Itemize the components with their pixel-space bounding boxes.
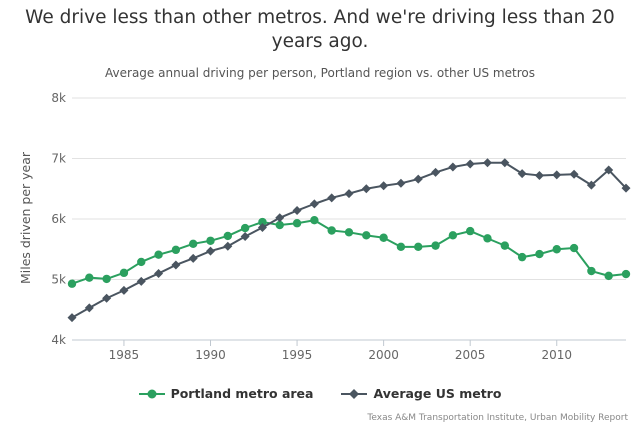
data-point-us-average-2005 bbox=[465, 159, 475, 169]
data-point-us-average-1988 bbox=[171, 260, 181, 270]
data-point-portland-2000 bbox=[379, 233, 388, 242]
y-tick-label-4000: 4k bbox=[51, 333, 66, 347]
y-tick-labels: 4k 5k 6k 7k 8k bbox=[51, 91, 66, 347]
y-tick-label-7000: 7k bbox=[51, 152, 66, 166]
data-point-us-average-1983 bbox=[84, 303, 94, 313]
data-point-us-average-2009 bbox=[534, 170, 544, 180]
data-point-portland-2002 bbox=[414, 242, 423, 252]
x-tick-label-2010: 2010 bbox=[541, 348, 572, 362]
data-point-us-average-2008 bbox=[517, 169, 527, 179]
data-point-portland-1987 bbox=[154, 250, 163, 259]
data-point-portland-2006 bbox=[483, 234, 492, 243]
data-point-portland-1995 bbox=[292, 219, 302, 228]
x-tick-label-2005: 2005 bbox=[455, 348, 486, 362]
data-point-portland-2012 bbox=[587, 266, 596, 276]
data-point-portland-1989 bbox=[188, 239, 198, 249]
data-point-us-average-1994 bbox=[275, 213, 285, 223]
legend-marker-us-average bbox=[341, 388, 368, 399]
data-point-portland-2013 bbox=[604, 271, 613, 281]
legend-label-portland: Portland metro area bbox=[170, 386, 314, 401]
data-point-us-average-1997 bbox=[327, 193, 337, 203]
source-credit: Texas A&M Transportation Institute, Urba… bbox=[367, 413, 628, 423]
legend-item-portland[interactable]: Portland metro area bbox=[138, 386, 314, 401]
gridlines bbox=[72, 97, 626, 341]
data-point-portland-1994 bbox=[275, 220, 284, 230]
data-point-portland-1986 bbox=[137, 257, 146, 267]
data-point-portland-1984 bbox=[102, 274, 111, 284]
data-point-us-average-1999 bbox=[361, 184, 371, 194]
legend: Portland metro area Average US metro bbox=[0, 386, 640, 401]
data-point-us-average-2004 bbox=[448, 162, 458, 172]
legend-label-us-average: Average US metro bbox=[373, 386, 502, 401]
x-tick-label-1985: 1985 bbox=[109, 348, 140, 362]
data-point-portland-2004 bbox=[448, 231, 458, 240]
data-point-portland-1992 bbox=[240, 223, 250, 233]
series-line-us-average bbox=[71, 161, 627, 319]
data-point-us-average-1995 bbox=[292, 206, 302, 216]
chart-subtitle: Average annual driving per person, Portl… bbox=[105, 66, 535, 80]
series-portland bbox=[67, 216, 631, 288]
x-tick-label-1995: 1995 bbox=[282, 348, 313, 362]
data-point-portland-1993 bbox=[258, 217, 267, 227]
data-point-portland-1998 bbox=[344, 228, 354, 237]
y-tick-label-6000: 6k bbox=[51, 212, 66, 226]
x-tick-label-2000: 2000 bbox=[368, 348, 399, 362]
data-point-portland-2010 bbox=[552, 245, 561, 254]
data-point-portland-1988 bbox=[171, 245, 181, 255]
data-point-portland-1991 bbox=[223, 231, 233, 241]
data-point-us-average-2007 bbox=[500, 158, 510, 168]
data-point-portland-2001 bbox=[396, 242, 406, 252]
data-point-portland-1999 bbox=[362, 231, 371, 240]
y-tick-label-5000: 5k bbox=[51, 273, 66, 287]
data-point-us-average-2011 bbox=[569, 169, 579, 179]
data-point-us-average-2010 bbox=[552, 170, 562, 180]
data-point-portland-1983 bbox=[85, 273, 94, 282]
data-point-us-average-2003 bbox=[431, 167, 441, 177]
data-point-us-average-2002 bbox=[413, 174, 423, 184]
data-point-us-average-1985 bbox=[119, 285, 129, 295]
data-point-portland-2009 bbox=[535, 249, 544, 259]
data-point-portland-2005 bbox=[465, 226, 475, 236]
data-point-us-average-1990 bbox=[206, 246, 215, 256]
data-point-us-average-2014 bbox=[621, 183, 631, 193]
data-point-us-average-1991 bbox=[223, 241, 233, 251]
data-point-portland-2011 bbox=[569, 243, 579, 253]
data-point-portland-2007 bbox=[500, 241, 510, 250]
y-axis-label: Miles driven per year bbox=[18, 151, 33, 284]
data-point-us-average-1987 bbox=[154, 268, 164, 278]
data-point-us-average-1992 bbox=[240, 232, 250, 242]
data-point-us-average-2006 bbox=[483, 158, 492, 168]
data-point-us-average-1998 bbox=[344, 189, 354, 199]
data-point-portland-1985 bbox=[119, 268, 129, 278]
data-point-portland-2003 bbox=[431, 241, 440, 250]
data-point-portland-1990 bbox=[206, 236, 215, 245]
x-tick-label-1990: 1990 bbox=[195, 348, 226, 362]
data-point-us-average-1993 bbox=[257, 222, 267, 232]
data-point-portland-2008 bbox=[517, 252, 527, 262]
data-point-portland-1997 bbox=[327, 226, 336, 235]
data-point-us-average-1986 bbox=[136, 276, 146, 286]
data-point-us-average-2012 bbox=[586, 180, 596, 190]
legend-item-us-average[interactable]: Average US metro bbox=[341, 386, 501, 401]
data-point-us-average-2001 bbox=[396, 178, 406, 188]
legend-marker-portland bbox=[138, 389, 165, 398]
data-point-us-average-1984 bbox=[102, 293, 112, 303]
series-layer bbox=[67, 158, 631, 323]
data-point-us-average-2000 bbox=[379, 181, 389, 191]
data-point-portland-1996 bbox=[310, 216, 319, 225]
data-point-portland-1982 bbox=[67, 279, 77, 288]
series-us-average bbox=[67, 158, 631, 323]
x-tick-labels: 1985 1990 1995 2000 2005 2010 bbox=[109, 340, 572, 362]
data-point-us-average-2013 bbox=[604, 165, 614, 175]
chart-title: We drive less than other metros. And we'… bbox=[25, 7, 615, 52]
y-tick-label-8000: 8k bbox=[51, 91, 66, 105]
data-point-us-average-1996 bbox=[309, 199, 319, 209]
data-point-us-average-1982 bbox=[67, 313, 77, 323]
data-point-us-average-1989 bbox=[188, 253, 198, 263]
data-point-portland-2014 bbox=[621, 269, 631, 279]
